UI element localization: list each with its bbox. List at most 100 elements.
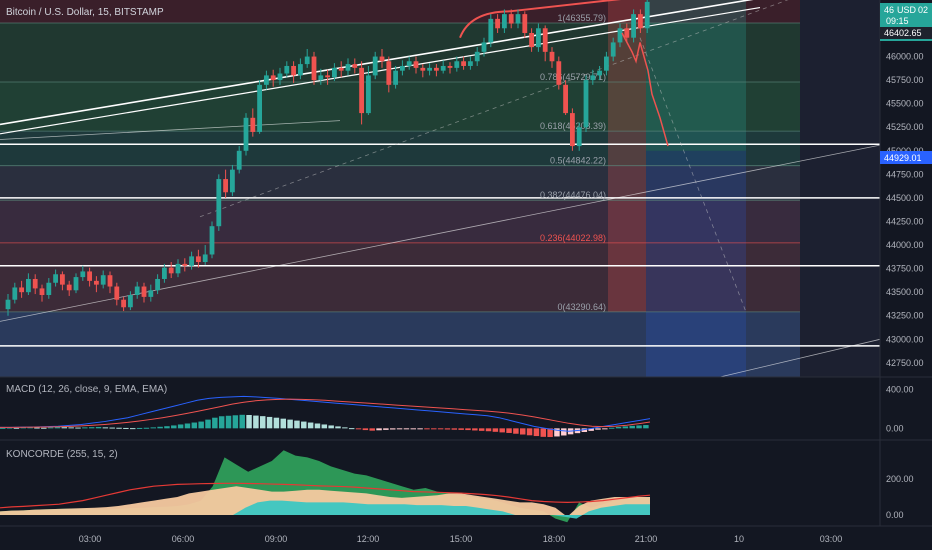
macd-histogram-bar <box>273 417 280 429</box>
candle-body <box>379 56 385 62</box>
macd-histogram-bar <box>301 421 307 429</box>
marker-price-badge: 44929.01 <box>880 151 932 164</box>
candle-body <box>202 254 208 263</box>
macd-histogram-bar <box>116 427 122 429</box>
candle-body <box>522 14 528 33</box>
candle-body <box>141 286 147 297</box>
time-tick-label: 12:00 <box>357 534 380 544</box>
price-badge-currency: USD <box>897 5 917 15</box>
candle-body <box>345 64 351 71</box>
macd-histogram-bar <box>492 428 499 432</box>
price-tick-label: 44500.00 <box>886 193 924 203</box>
macd-title: MACD (12, 26, close, 9, EMA, EMA) <box>6 384 167 395</box>
macd-histogram-bar <box>526 428 533 436</box>
candle-body <box>80 271 86 278</box>
candle-body <box>100 275 106 285</box>
channel-line <box>0 120 341 140</box>
channel-line <box>0 144 881 322</box>
macd-histogram-bar <box>307 422 314 429</box>
macd-histogram-bar <box>581 428 588 433</box>
candle-body <box>304 56 310 65</box>
candle-body <box>631 14 636 38</box>
candle-body <box>549 51 555 62</box>
macd-histogram-bar <box>499 428 505 433</box>
candle-body <box>39 288 45 296</box>
fib-zone <box>0 131 800 166</box>
price-axis[interactable]: 46000.00 45750.00 45500.00 45250.00 45000.00… <box>886 52 924 368</box>
macd-histogram-bar <box>513 428 519 434</box>
candle-body <box>366 75 371 114</box>
macd-histogram-bar <box>164 426 170 429</box>
macd-histogram-bar <box>88 427 95 429</box>
macd-pane[interactable]: 400.00 0.00 <box>0 385 914 438</box>
candle-body <box>515 14 521 24</box>
candle-body <box>257 84 262 132</box>
candle-body <box>175 263 181 274</box>
macd-histogram-bar <box>472 428 478 431</box>
time-axis[interactable]: 03:00 06:00 09:00 12:00 15:00 18:00 21:00 10 03:… <box>79 534 843 544</box>
candle-body <box>26 278 31 293</box>
macd-histogram-bar <box>6 427 13 429</box>
price-pane[interactable]: 1(46355.79)0.786(45729.71)0.618(45208.39… <box>0 0 881 378</box>
macd-histogram-bar <box>321 424 328 429</box>
candle-body <box>107 275 113 287</box>
macd-histogram-bar <box>554 428 560 437</box>
time-tick-label: 03:00 <box>79 534 102 544</box>
candle-body <box>209 226 215 255</box>
candle-body <box>495 18 500 29</box>
time-tick-label: 15:00 <box>450 534 473 544</box>
price-tick-label: 43500.00 <box>886 287 924 297</box>
fib-level-label: 0.5(44842.22) <box>550 156 606 166</box>
macd-histogram-bar <box>225 415 232 429</box>
price-tick-label: 44250.00 <box>886 216 924 226</box>
macd-histogram-bar <box>95 426 102 429</box>
candle-body <box>243 117 249 151</box>
candle-body <box>447 65 453 68</box>
macd-histogram-bar <box>205 419 211 429</box>
candle-body <box>196 256 201 263</box>
candle-body <box>168 267 174 274</box>
candle-body <box>94 280 99 285</box>
candle-body <box>311 56 317 81</box>
macd-histogram-bar <box>348 428 355 430</box>
macd-histogram-bar <box>143 427 150 429</box>
macd-histogram-bar <box>595 428 601 430</box>
price-tick-label: 45250.00 <box>886 122 924 132</box>
time-tick-label: 09:00 <box>265 534 288 544</box>
candle-body <box>461 61 466 66</box>
candle-body <box>406 61 412 66</box>
koncorde-red-line <box>0 482 651 509</box>
macd-histogram-bar <box>136 427 143 429</box>
macd-histogram-bar <box>13 427 20 429</box>
macd-histogram-bar <box>198 421 204 429</box>
macd-histogram-bar <box>68 427 74 429</box>
price-tick-label: 45000.00 <box>886 146 924 156</box>
macd-histogram-bar <box>608 427 615 429</box>
fib-level-label: 0(43290.64) <box>557 302 606 312</box>
fib-level-label: 1(46355.79) <box>557 13 606 23</box>
fib-level-label: 0.236(44022.98) <box>540 233 606 243</box>
macd-histogram-bar <box>61 427 68 429</box>
macd-histogram-bar <box>287 419 293 429</box>
candle-body <box>73 277 79 291</box>
macd-histogram-bar <box>465 428 471 431</box>
price-tick-label: 42750.00 <box>886 358 924 368</box>
horizontal-lines <box>0 143 880 347</box>
candle-body <box>583 80 589 128</box>
price-tick-label: 43000.00 <box>886 334 924 344</box>
symbol-title[interactable]: Bitcoin / U.S. Dollar, 15, BITSTAMP <box>6 7 164 18</box>
candle-body <box>284 65 290 74</box>
candle-body <box>298 64 303 76</box>
macd-histogram-bar <box>636 425 642 429</box>
fib-zone <box>0 242 800 312</box>
candles <box>5 0 650 316</box>
candle-body <box>638 14 643 29</box>
koncorde-title: KONCORDE (255, 15, 2) <box>6 449 118 460</box>
candle-body <box>182 263 188 266</box>
koncorde-pane[interactable]: 200.00 0.00 <box>0 450 914 523</box>
candle-body <box>427 67 432 71</box>
candle-body <box>19 287 24 293</box>
candle-body <box>610 42 616 57</box>
candle-body <box>400 65 405 71</box>
